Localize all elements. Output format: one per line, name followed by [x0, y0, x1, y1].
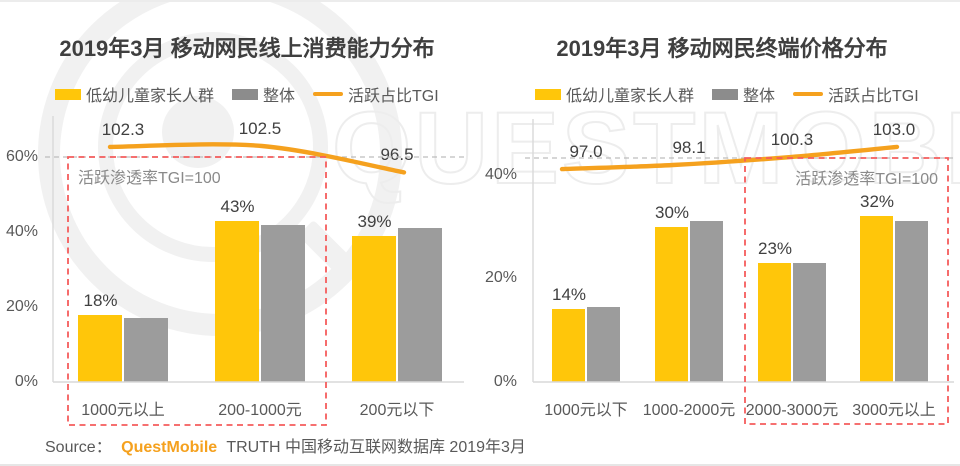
- tgi-value-label: 98.1: [672, 138, 706, 158]
- legend-label-parents: 低幼儿童家长人群: [566, 88, 695, 105]
- legend-swatch-parents-icon: [55, 88, 81, 100]
- bar-value-label: 43%: [220, 196, 255, 216]
- y-tick-label: 0%: [493, 373, 517, 390]
- bar-overall-200元以下: [398, 228, 442, 382]
- legend-label-overall: 整体: [743, 88, 776, 105]
- y-tick-label: 20%: [5, 298, 38, 315]
- legend-label-parents: 低幼儿童家长人群: [86, 88, 215, 105]
- bar-parents-1000-2000元: [655, 226, 688, 382]
- bar-value-label: 32%: [859, 192, 895, 212]
- legend-swatch-overall-icon: [232, 88, 259, 100]
- bar-overall-200-1000元: [261, 224, 305, 382]
- bar-parents-1000元以上: [78, 314, 122, 382]
- source-line: Source： QuestMobile TRUTH 中国移动互联网数据库 201…: [45, 433, 526, 457]
- y-tick-label: 40%: [484, 165, 517, 183]
- tgi-note: 活跃渗透率TGI=100: [78, 170, 221, 187]
- category-label: 3000元以上: [852, 402, 936, 419]
- source-suffix: TRUTH 中国移动互联网数据库 2019年3月: [226, 439, 526, 456]
- bar-value-label: 30%: [654, 202, 690, 222]
- legend-swatch-tgi-line-icon: [313, 92, 344, 96]
- tgi-value-label: 103.0: [872, 119, 916, 139]
- bar-overall-3000元以上: [895, 221, 928, 382]
- bar-value-label: 14%: [551, 285, 587, 305]
- category-label: 200-1000元: [218, 402, 302, 419]
- bar-value-label: 39%: [357, 211, 392, 231]
- category-label: 200元以下: [359, 402, 435, 419]
- y-tick-label: 0%: [14, 373, 38, 390]
- legend-swatch-parents-icon: [535, 88, 561, 100]
- bar-value-label: 23%: [757, 238, 793, 258]
- bar-parents-1000元以下: [552, 309, 585, 382]
- source-brand: QuestMobile: [121, 439, 218, 456]
- tgi-value-label: 100.3: [770, 129, 814, 149]
- legend-right: 低幼儿童家长人群 整体 活跃占比TGI: [535, 82, 937, 106]
- tgi-value-label: 96.5: [380, 145, 414, 165]
- source-prefix: Source：: [45, 439, 112, 456]
- category-label: 1000元以上: [81, 402, 165, 419]
- bar-overall-1000元以上: [124, 318, 168, 382]
- category-label: 1000-2000元: [642, 402, 736, 419]
- bar-overall-1000-2000元: [690, 221, 723, 382]
- category-label: 1000元以下: [544, 402, 628, 419]
- bar-parents-200元以下: [352, 235, 396, 382]
- bar-parents-3000元以上: [860, 216, 893, 382]
- bar-parents-200-1000元: [215, 220, 259, 382]
- tgi-note: 活跃渗透率TGI=100: [795, 171, 938, 188]
- chart-title-consumption: 2019年3月 移动网民线上消费能力分布: [59, 36, 435, 61]
- bar-parents-2000-3000元: [758, 262, 791, 382]
- tgi-value-label: 97.0: [569, 142, 603, 162]
- legend-label-tgi: 活跃占比TGI: [828, 88, 919, 105]
- tgi-value-label: 102.3: [101, 119, 145, 139]
- chart-title-device-price: 2019年3月 移动网民终端价格分布: [556, 36, 888, 61]
- bar-value-label: 18%: [83, 290, 118, 310]
- legend-swatch-tgi-line-icon: [793, 92, 824, 96]
- bar-overall-2000-3000元: [793, 262, 826, 382]
- tgi-value-label: 102.5: [238, 119, 282, 138]
- legend-label-overall: 整体: [263, 88, 296, 105]
- legend-label-tgi: 活跃占比TGI: [348, 88, 439, 105]
- y-tick-label: 60%: [5, 148, 38, 165]
- y-tick-label: 40%: [5, 223, 38, 240]
- legend-swatch-overall-icon: [712, 88, 739, 100]
- bar-overall-1000元以下: [587, 306, 620, 382]
- y-tick-label: 20%: [484, 269, 517, 287]
- legend-left: 低幼儿童家长人群 整体 活跃占比TGI: [55, 82, 457, 106]
